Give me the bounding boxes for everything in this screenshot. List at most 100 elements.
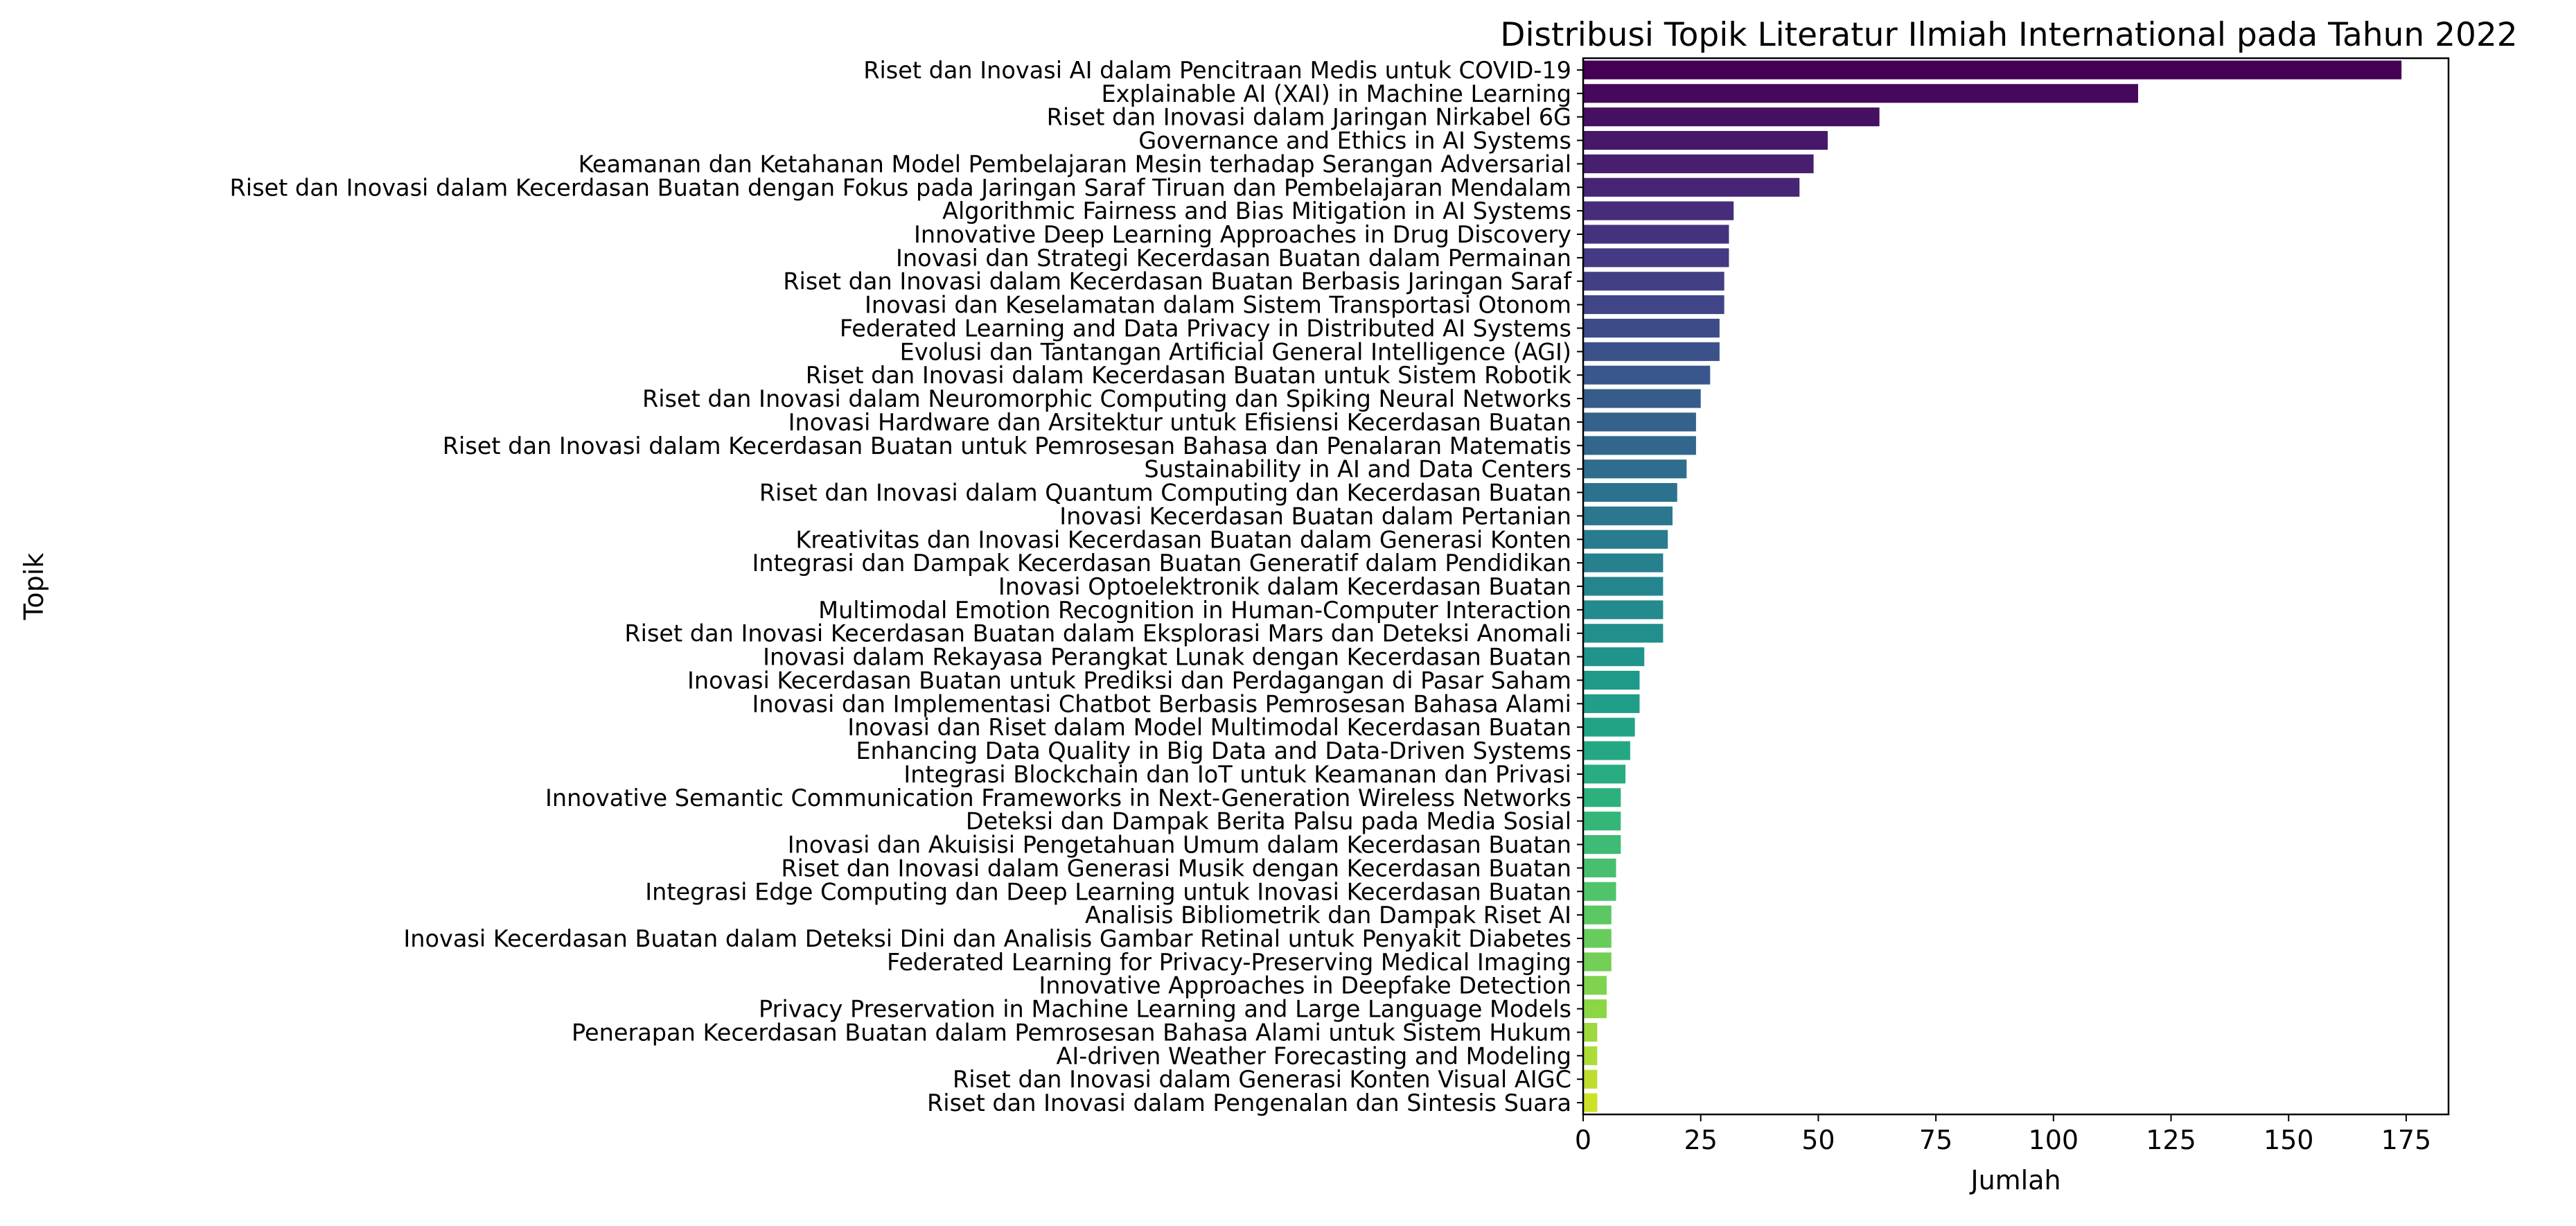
- bar: [1583, 834, 1621, 855]
- x-tick-label: 50: [1801, 1125, 1835, 1155]
- category-label: Inovasi dan Keselamatan dalam Sistem Tra…: [865, 292, 1571, 319]
- bar: [1583, 670, 1640, 690]
- bar: [1583, 788, 1621, 807]
- category-label: Governance and Ethics in AI Systems: [1138, 128, 1571, 155]
- bar: [1583, 482, 1677, 502]
- category-label: Inovasi Kecerdasan Buatan dalam Pertania…: [1059, 502, 1571, 529]
- bar: [1583, 459, 1687, 479]
- bar: [1583, 624, 1664, 643]
- x-tick-label: 150: [2264, 1125, 2314, 1155]
- category-labels: Riset dan Inovasi AI dalam Pencitraan Me…: [230, 57, 1583, 1116]
- bar: [1583, 248, 1729, 268]
- category-label: Penerapan Kecerdasan Buatan dalam Pemros…: [572, 1019, 1571, 1046]
- x-axis-label: Jumlah: [1969, 1165, 2061, 1196]
- category-label: Riset dan Inovasi dalam Kecerdasan Buata…: [806, 362, 1572, 389]
- category-label: Riset dan Inovasi dalam Neuromorphic Com…: [642, 385, 1571, 412]
- category-label: Riset dan Inovasi dalam Jaringan Nirkabe…: [1047, 104, 1571, 131]
- category-label: Inovasi dan Implementasi Chatbot Berbasi…: [752, 690, 1571, 717]
- category-label: Evolusi dan Tantangan Artificial General…: [900, 338, 1571, 365]
- bar: [1583, 412, 1696, 432]
- category-label: Riset dan Inovasi AI dalam Pencitraan Me…: [863, 57, 1571, 84]
- category-label: Innovative Approaches in Deepfake Detect…: [1039, 972, 1571, 999]
- bar: [1583, 882, 1616, 901]
- bar: [1583, 952, 1612, 972]
- bar: [1583, 342, 1720, 361]
- bar: [1583, 365, 1711, 385]
- bar: [1583, 1022, 1598, 1042]
- bar: [1583, 529, 1668, 549]
- category-label: Inovasi Kecerdasan Buatan untuk Prediksi…: [687, 667, 1571, 694]
- category-label: Riset dan Inovasi dalam Quantum Computin…: [759, 480, 1571, 507]
- x-tick-label: 175: [2381, 1125, 2432, 1155]
- category-label: Innovative Deep Learning Approaches in D…: [914, 221, 1571, 248]
- category-label: Innovative Semantic Communication Framew…: [545, 785, 1571, 812]
- bar: [1583, 577, 1664, 596]
- bar: [1583, 154, 1814, 173]
- category-label: Integrasi dan Dampak Kecerdasan Buatan G…: [752, 550, 1571, 577]
- category-label: Privacy Preservation in Machine Learning…: [759, 996, 1571, 1023]
- category-label: Integrasi Blockchain dan IoT untuk Keama…: [903, 761, 1571, 788]
- bar: [1583, 976, 1607, 995]
- category-label: Inovasi Kecerdasan Buatan dalam Deteksi …: [403, 925, 1571, 952]
- category-label: Sustainability in AI and Data Centers: [1144, 456, 1571, 483]
- x-tick-label: 125: [2146, 1125, 2196, 1155]
- category-label: Keamanan dan Ketahanan Model Pembelajara…: [579, 150, 1571, 177]
- chart-title: Distribusi Topik Literatur Ilmiah Intern…: [1500, 16, 2517, 54]
- category-label: Riset dan Inovasi Kecerdasan Buatan dala…: [624, 620, 1571, 647]
- bar: [1583, 1046, 1598, 1065]
- bar: [1583, 389, 1701, 408]
- category-label: Algorithmic Fairness and Bias Mitigation…: [942, 198, 1571, 225]
- bar: [1583, 201, 1734, 220]
- bar: [1583, 929, 1612, 948]
- bar: [1583, 295, 1724, 315]
- x-tick-label: 0: [1575, 1125, 1591, 1155]
- category-label: Enhancing Data Quality in Big Data and D…: [856, 737, 1571, 764]
- bar: [1583, 130, 1828, 150]
- bar: [1583, 741, 1630, 760]
- bar: [1583, 225, 1729, 244]
- category-label: Inovasi Hardware dan Arsitektur untuk Ef…: [788, 409, 1571, 436]
- category-label: AI-driven Weather Forecasting and Modeli…: [1056, 1042, 1571, 1069]
- bar: [1583, 764, 1626, 784]
- bar: [1583, 107, 1880, 127]
- category-label: Kreativitas dan Inovasi Kecerdasan Buata…: [795, 526, 1571, 553]
- x-axis-ticks: 0 25 50 75 100 125 150 175: [1575, 1114, 2431, 1155]
- bar: [1583, 905, 1612, 925]
- x-tick-label: 100: [2029, 1125, 2079, 1155]
- bar: [1583, 177, 1800, 197]
- x-tick-label: 75: [1919, 1125, 1952, 1155]
- plot-frame: [1582, 57, 2450, 1116]
- y-axis-label: Topik: [19, 553, 49, 621]
- category-label: Inovasi dalam Rekayasa Perangkat Lunak d…: [763, 644, 1571, 671]
- category-label: Inovasi dan Strategi Kecerdasan Buatan d…: [896, 245, 1571, 272]
- bar: [1583, 318, 1720, 338]
- x-tick-label: 25: [1684, 1125, 1718, 1155]
- category-label: Riset dan Inovasi dalam Kecerdasan Buata…: [443, 432, 1571, 459]
- bar: [1583, 60, 2402, 80]
- bar: [1583, 506, 1673, 525]
- category-label: Riset dan Inovasi dalam Generasi Konten …: [953, 1066, 1571, 1093]
- category-label: Riset dan Inovasi dalam Kecerdasan Buata…: [783, 268, 1572, 295]
- category-label: Analisis Bibliometrik dan Dampak Riset A…: [1085, 902, 1571, 929]
- bar: [1583, 812, 1621, 831]
- bar: [1583, 84, 2138, 103]
- bar: [1583, 858, 1616, 877]
- bar: [1583, 647, 1645, 667]
- bar: [1583, 272, 1724, 291]
- category-label: Multimodal Emotion Recognition in Human-…: [818, 597, 1571, 624]
- bar: [1583, 1093, 1598, 1112]
- category-label: Integrasi Edge Computing dan Deep Learni…: [645, 878, 1571, 905]
- bar: [1583, 694, 1640, 713]
- bar: [1583, 999, 1607, 1019]
- bars-layer: [1583, 60, 2402, 1112]
- category-label: Inovasi Optoelektronik dalam Kecerdasan …: [998, 573, 1571, 600]
- category-label: Deteksi dan Dampak Berita Palsu pada Med…: [966, 808, 1571, 835]
- category-label: Explainable AI (XAI) in Machine Learning: [1102, 80, 1571, 107]
- bar: [1583, 717, 1635, 737]
- bar: [1583, 1069, 1598, 1089]
- bar: [1583, 436, 1696, 455]
- bar: [1583, 600, 1664, 620]
